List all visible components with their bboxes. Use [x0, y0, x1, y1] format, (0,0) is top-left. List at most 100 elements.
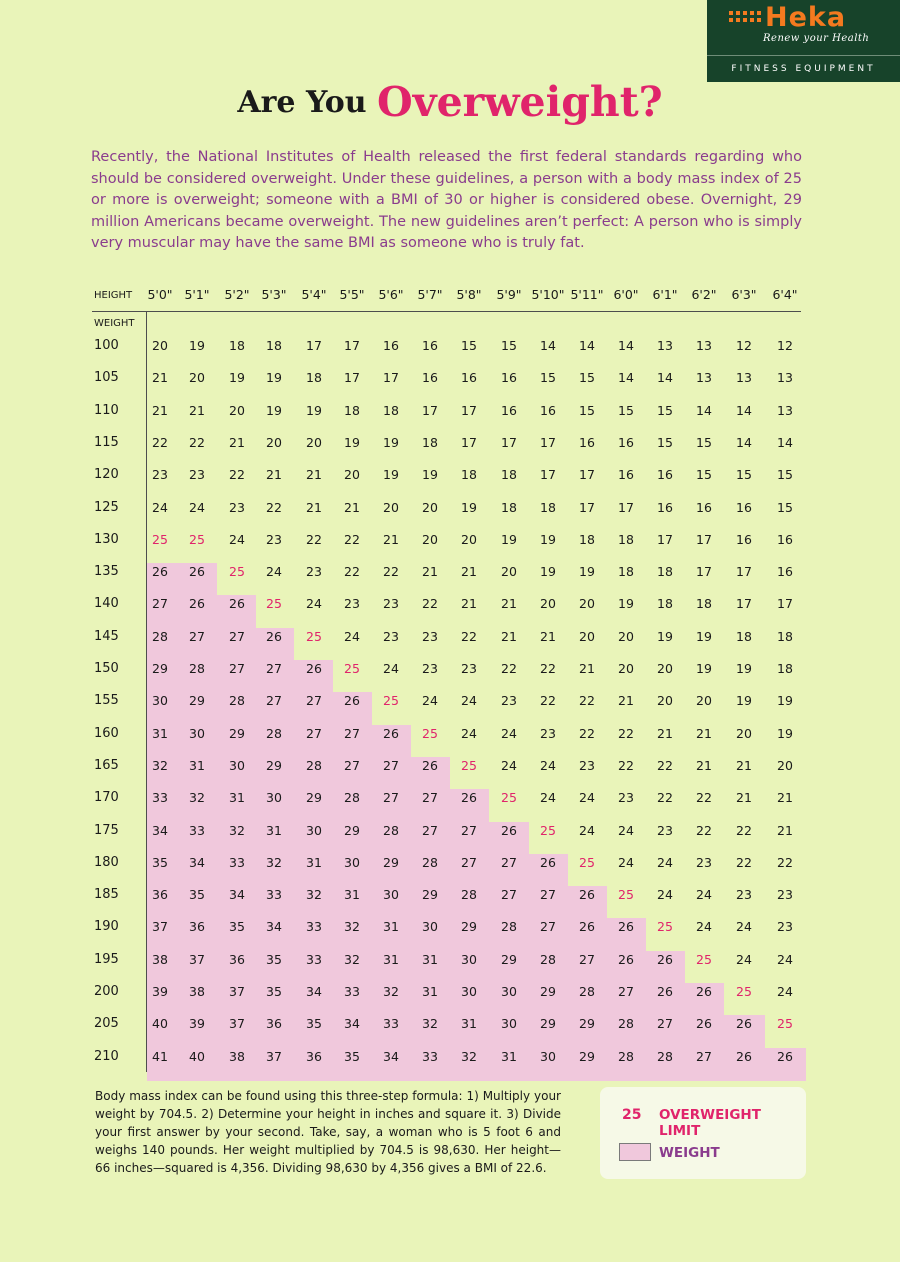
overweight-shade	[294, 1048, 333, 1081]
bmi-cell: 26	[777, 1049, 793, 1064]
bmi-cell: 27	[344, 726, 360, 741]
logo-dots-icon	[729, 11, 761, 22]
bmi-cell: 15	[657, 403, 673, 418]
bmi-cell: 30	[501, 984, 517, 999]
overweight-shade	[607, 951, 646, 984]
overweight-shade	[411, 951, 450, 984]
bmi-cell: 24	[657, 887, 673, 902]
overweight-shade	[372, 951, 411, 984]
bmi-cell: 23	[266, 532, 282, 547]
bmi-cell: 21	[152, 403, 168, 418]
bmi-cell: 29	[579, 1049, 595, 1064]
weight-label: 130	[94, 532, 119, 547]
bmi-cell: 29	[461, 919, 477, 934]
bmi-cell: 20	[461, 532, 477, 547]
overweight-shade	[411, 886, 450, 919]
weight-label: 180	[94, 855, 119, 870]
overweight-shade	[529, 854, 568, 887]
overweight-shade	[372, 886, 411, 919]
bmi-cell: 22	[777, 855, 793, 870]
bmi-cell: 16	[618, 435, 634, 450]
bmi-cell: 20	[657, 693, 673, 708]
bmi-cell: 28	[152, 629, 168, 644]
bmi-cell: 24	[777, 952, 793, 967]
bmi-cell: 23	[344, 596, 360, 611]
bmi-cell: 18	[777, 661, 793, 676]
overweight-shade	[147, 951, 179, 984]
overweight-shade	[568, 1015, 607, 1048]
bmi-cell: 23	[501, 693, 517, 708]
bmi-cell: 26	[579, 919, 595, 934]
bmi-cell: 15	[579, 403, 595, 418]
bmi-cell: 31	[501, 1049, 517, 1064]
bmi-limit-cell: 25	[422, 726, 438, 741]
overweight-shade	[333, 1048, 372, 1081]
weight-label: 115	[94, 435, 119, 450]
overweight-shade	[179, 692, 217, 725]
bmi-cell: 22	[422, 596, 438, 611]
bmi-cell: 18	[229, 338, 245, 353]
bmi-cell: 19	[540, 532, 556, 547]
bmi-cell: 18	[618, 564, 634, 579]
overweight-shade	[411, 757, 450, 790]
bmi-cell: 30	[306, 823, 322, 838]
overweight-shade	[217, 789, 256, 822]
bmi-cell: 18	[501, 467, 517, 482]
height-header-cell: 5'3"	[261, 287, 287, 302]
overweight-shade	[217, 1048, 256, 1081]
bmi-cell: 15	[501, 338, 517, 353]
bmi-cell: 22	[618, 726, 634, 741]
weight-label: 205	[94, 1016, 119, 1031]
bmi-cell: 20	[618, 661, 634, 676]
bmi-cell: 27	[152, 596, 168, 611]
bmi-cell: 16	[383, 338, 399, 353]
overweight-shade	[646, 1015, 685, 1048]
overweight-shade	[217, 886, 256, 919]
bmi-cell: 21	[540, 629, 556, 644]
overweight-shade	[450, 951, 489, 984]
bmi-cell: 23	[777, 919, 793, 934]
bmi-limit-cell: 25	[306, 629, 322, 644]
overweight-shade	[450, 886, 489, 919]
bmi-limit-cell: 25	[540, 823, 556, 838]
bmi-cell: 23	[540, 726, 556, 741]
bmi-cell: 15	[618, 403, 634, 418]
overweight-shade	[294, 918, 333, 951]
bmi-cell: 28	[422, 855, 438, 870]
overweight-shade	[147, 563, 179, 596]
bmi-cell: 28	[501, 919, 517, 934]
bmi-cell: 20	[383, 500, 399, 515]
bmi-cell: 19	[344, 435, 360, 450]
bmi-cell: 13	[777, 370, 793, 385]
bmi-cell: 24	[696, 887, 712, 902]
overweight-shade	[147, 595, 179, 628]
bmi-cell: 16	[422, 370, 438, 385]
overweight-shade	[529, 918, 568, 951]
bmi-cell: 24	[422, 693, 438, 708]
overweight-shade	[333, 951, 372, 984]
bmi-cell: 15	[777, 467, 793, 482]
bmi-cell: 27	[229, 629, 245, 644]
bmi-cell: 22	[579, 693, 595, 708]
bmi-cell: 22	[344, 532, 360, 547]
bmi-cell: 21	[736, 758, 752, 773]
bmi-cell: 31	[422, 984, 438, 999]
overweight-shade	[489, 918, 529, 951]
bmi-cell: 18	[383, 403, 399, 418]
overweight-shade	[256, 692, 294, 725]
overweight-shade	[294, 692, 333, 725]
overweight-shade	[179, 918, 217, 951]
bmi-cell: 28	[266, 726, 282, 741]
weight-label: 135	[94, 564, 119, 579]
bmi-cell: 17	[618, 500, 634, 515]
bmi-cell: 16	[422, 338, 438, 353]
bmi-cell: 28	[229, 693, 245, 708]
bmi-limit-cell: 25	[696, 952, 712, 967]
overweight-shade	[529, 951, 568, 984]
overweight-shade	[372, 983, 411, 1016]
weight-label: 100	[94, 338, 119, 353]
bmi-cell: 22	[266, 500, 282, 515]
overweight-shade	[147, 983, 179, 1016]
legend-box: 25 OVERWEIGHT LIMIT WEIGHT	[600, 1087, 806, 1179]
overweight-shade	[765, 1048, 806, 1081]
